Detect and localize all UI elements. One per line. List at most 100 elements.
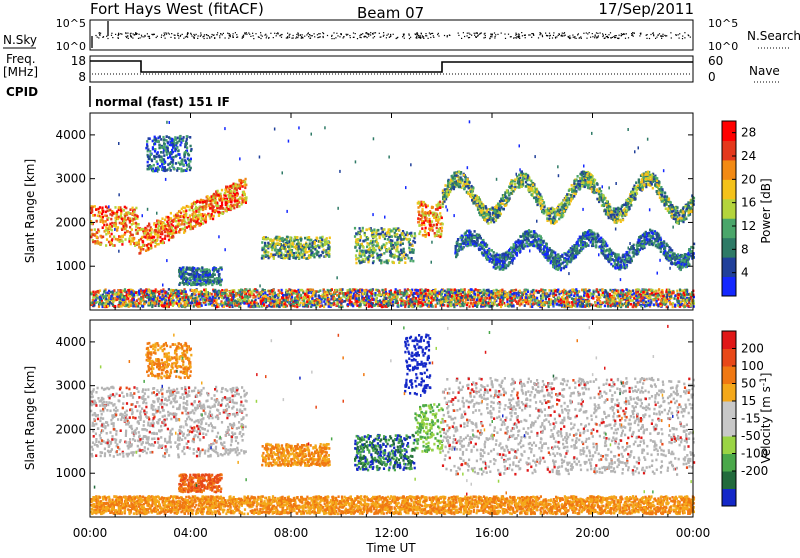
power-cell xyxy=(122,225,124,228)
power-cell xyxy=(115,238,117,241)
noise-point xyxy=(336,33,337,34)
noise-point xyxy=(580,36,581,37)
power-cell xyxy=(362,251,364,254)
power-cell xyxy=(275,242,277,245)
power-cell xyxy=(579,188,581,191)
noise-point xyxy=(279,35,280,36)
power-cell xyxy=(147,165,149,168)
power-cell xyxy=(221,189,223,192)
noise-point xyxy=(587,33,588,34)
power-cell xyxy=(311,242,313,245)
power-cell xyxy=(408,257,410,260)
noise-point xyxy=(281,37,282,38)
power-cell xyxy=(108,232,110,235)
noise-point xyxy=(203,36,204,37)
power-cell xyxy=(411,251,413,254)
power-cell xyxy=(94,233,96,236)
power-cell xyxy=(217,270,219,273)
power-cell xyxy=(383,228,385,231)
power-cell xyxy=(232,195,234,198)
power-cell xyxy=(487,219,489,222)
power-cell xyxy=(97,242,99,245)
noise-point xyxy=(447,36,448,37)
noise-point xyxy=(386,35,387,36)
power-cell xyxy=(393,262,395,265)
power-cell xyxy=(660,197,662,200)
power-cell xyxy=(485,205,487,208)
noise-point xyxy=(260,38,261,39)
power-cell xyxy=(375,232,377,235)
power-cell xyxy=(225,195,227,198)
power-cell xyxy=(433,224,435,227)
power-cell xyxy=(212,267,214,270)
power-cell xyxy=(631,191,633,194)
noise-point xyxy=(478,35,479,36)
power-cell xyxy=(164,219,166,222)
power-cell xyxy=(151,236,153,239)
noise-point xyxy=(549,33,550,34)
power-cell xyxy=(596,190,598,193)
power-cell xyxy=(445,196,447,199)
power-cell xyxy=(645,177,647,180)
power-cell xyxy=(102,210,104,213)
noise-point xyxy=(220,33,221,34)
noise-point xyxy=(420,37,421,38)
noise-point xyxy=(243,35,244,36)
noise-point xyxy=(605,37,606,38)
power-cell xyxy=(588,184,590,187)
power-cell xyxy=(443,200,445,203)
noise-point xyxy=(621,35,622,36)
power-cell xyxy=(419,230,421,233)
power-cell xyxy=(220,205,222,208)
power-cell xyxy=(563,199,565,202)
noise-point xyxy=(365,33,366,34)
power-cell xyxy=(152,170,154,173)
noise-point xyxy=(380,37,381,38)
noise-point xyxy=(207,38,208,39)
power-cell xyxy=(364,234,366,237)
power-cell xyxy=(652,187,654,190)
power-cell xyxy=(176,146,178,149)
noise-point xyxy=(583,33,584,34)
power-cell xyxy=(359,245,361,248)
power-cell xyxy=(608,217,610,220)
power-cell xyxy=(389,251,391,254)
power-cell xyxy=(163,142,165,145)
noise-point xyxy=(194,37,195,38)
power-cell xyxy=(390,245,392,248)
noise-point xyxy=(602,36,603,37)
power-cell xyxy=(614,216,616,219)
power-cell xyxy=(400,249,402,252)
power-cell xyxy=(177,217,179,220)
power-cell xyxy=(685,205,687,208)
power-cell xyxy=(648,182,650,185)
power-cell xyxy=(470,190,472,193)
power-cell xyxy=(303,244,305,247)
power-cell xyxy=(185,151,187,154)
power-cell xyxy=(303,256,305,259)
power-cell xyxy=(671,206,673,209)
power-cell xyxy=(446,193,448,196)
noise-point xyxy=(141,35,142,36)
power-cell xyxy=(540,197,542,200)
power-cell xyxy=(206,279,208,282)
power-cell xyxy=(118,206,120,209)
noise-point xyxy=(177,35,178,36)
power-cell xyxy=(405,238,407,241)
noise-point xyxy=(118,35,119,36)
noise-point xyxy=(625,38,626,39)
power-cell xyxy=(186,268,188,271)
power-cell xyxy=(169,156,171,159)
power-cell xyxy=(175,154,177,157)
power-cell xyxy=(131,212,133,215)
power-cell xyxy=(583,171,585,174)
power-cell xyxy=(187,284,189,287)
power-cell xyxy=(506,197,508,200)
power-cell xyxy=(157,235,159,238)
noise-point xyxy=(177,33,178,34)
noise-point xyxy=(302,34,303,35)
power-cell xyxy=(497,214,499,217)
noise-point xyxy=(222,34,223,35)
noise-point xyxy=(227,33,228,34)
power-cell xyxy=(123,220,125,223)
